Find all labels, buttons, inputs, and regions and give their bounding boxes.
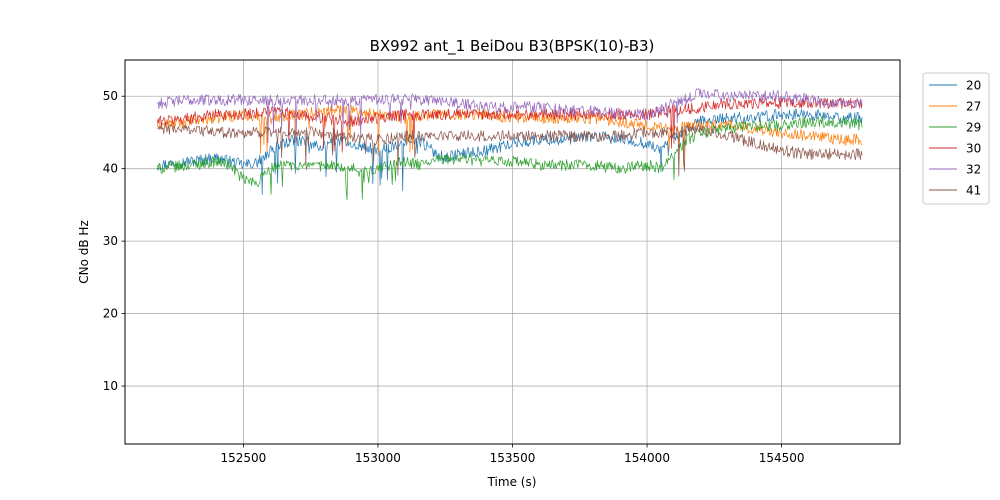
x-tick-label: 154000 (624, 451, 670, 465)
y-tick-label: 10 (103, 379, 118, 393)
series-line-30 (156, 97, 863, 153)
series-lines (156, 88, 863, 201)
x-tick-label: 153000 (355, 451, 401, 465)
legend: 20 27 29 30 32 41 (922, 72, 990, 205)
legend-label-29: 29 (966, 121, 981, 135)
legend-label-32: 32 (966, 163, 981, 177)
legend-label-30: 30 (966, 142, 981, 156)
x-axis-ticks: 152500 153000 153500 154000 154500 (220, 444, 805, 465)
series-line-20 (156, 108, 863, 195)
x-axis-label: Time (s) (487, 475, 537, 489)
series-line-27 (156, 104, 863, 168)
series-line-32 (156, 88, 863, 144)
legend-label-20: 20 (966, 79, 981, 93)
series-line-29 (156, 115, 863, 201)
y-tick-label: 50 (103, 89, 118, 103)
x-tick-label: 152500 (220, 451, 266, 465)
legend-label-27: 27 (966, 100, 981, 114)
y-tick-label: 40 (103, 162, 118, 176)
y-axis-label: CNo dB Hz (77, 220, 91, 284)
chart-title: BX992 ant_1 BeiDou B3(BPSK(10)-B3) (370, 37, 655, 56)
y-tick-label: 20 (103, 307, 118, 321)
legend-label-41: 41 (966, 184, 981, 198)
series-line-41 (157, 122, 863, 177)
y-axis-ticks: 10 20 30 40 50 (103, 89, 125, 393)
x-tick-label: 154500 (759, 451, 805, 465)
x-tick-label: 153500 (490, 451, 536, 465)
y-tick-label: 30 (103, 234, 118, 248)
